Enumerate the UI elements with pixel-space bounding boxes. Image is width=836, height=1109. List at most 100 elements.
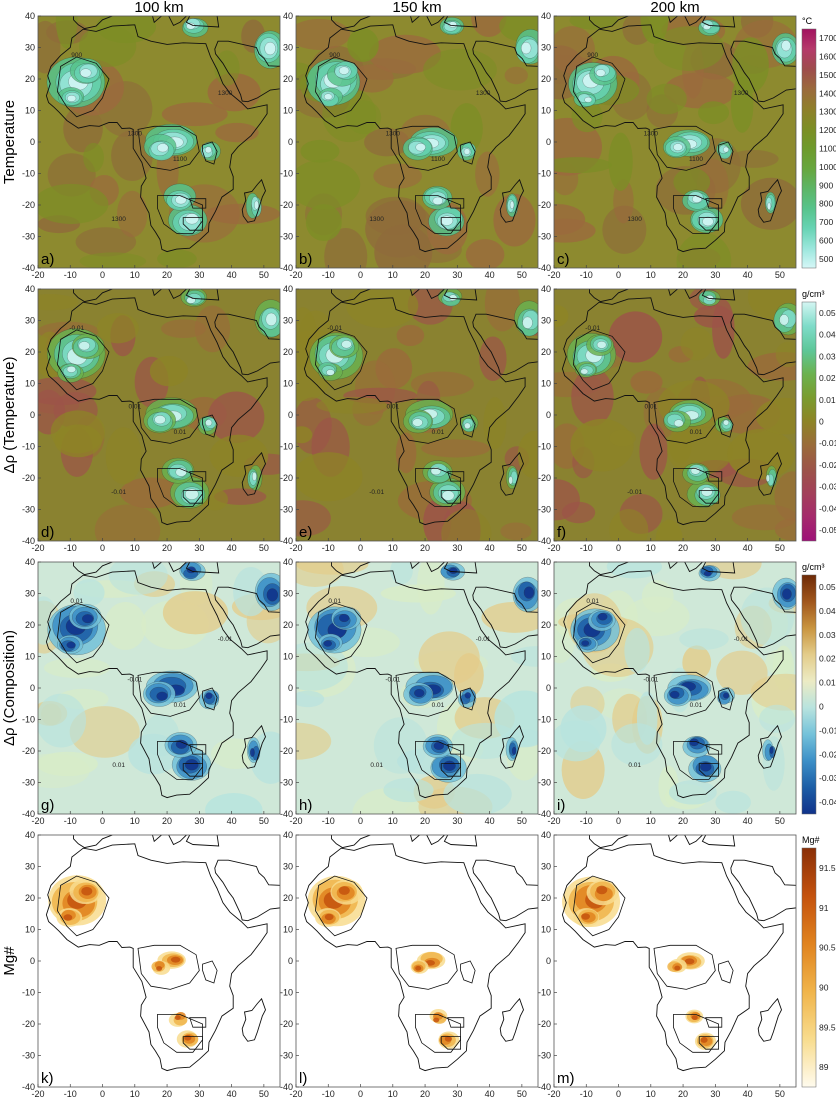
anomaly-contour <box>82 614 94 624</box>
coastline <box>73 289 113 303</box>
craton-outline <box>460 960 476 984</box>
y-tick-label: -20 <box>280 473 293 483</box>
field-patch <box>350 64 394 93</box>
y-tick-label: 30 <box>541 316 551 326</box>
craton-outline <box>137 671 200 717</box>
field-patch <box>500 522 532 540</box>
contour-label: -0.01 <box>127 677 142 684</box>
colorbar-4: Mg# 91.5 91 90.5 90 89.5 89 <box>801 835 836 1088</box>
coastline <box>426 16 478 28</box>
anomaly-contour <box>254 200 259 210</box>
x-tick-label: -20 <box>289 1089 302 1099</box>
x-tick-label: 50 <box>259 816 269 826</box>
y-tick-label: 10 <box>541 106 551 116</box>
y-tick-label: 30 <box>283 43 293 53</box>
row-title-3: Δρ (Composition) <box>1 630 18 746</box>
coastline <box>45 297 268 526</box>
field-patch <box>78 25 137 68</box>
field-patch <box>79 252 147 268</box>
y-tick-label: 30 <box>541 43 551 53</box>
craton-outline <box>415 741 461 780</box>
x-tick-label: 30 <box>194 816 204 826</box>
coastline <box>757 724 782 769</box>
field-patch <box>731 504 796 531</box>
colorbar-tick-label: -0.03 <box>819 773 836 783</box>
anomaly-contour <box>252 471 257 481</box>
row-title-4: Mg# <box>1 946 18 976</box>
field-patch <box>194 305 231 353</box>
y-tick-label: -40 <box>22 536 35 546</box>
colorbar-tick-label: 0 <box>819 701 824 711</box>
x-tick-label: 30 <box>194 543 204 553</box>
field-patch <box>640 16 669 44</box>
field-patch <box>300 139 340 163</box>
y-tick-label: 10 <box>25 106 35 116</box>
y-tick-label: 40 <box>283 830 293 840</box>
x-tick-label: 0 <box>100 270 105 280</box>
colorbar-unit: Mg# <box>802 835 820 845</box>
x-tick-label: 10 <box>388 1089 398 1099</box>
coastline <box>684 16 736 28</box>
field-patch <box>554 304 569 327</box>
contour-label: 1100 <box>689 156 703 163</box>
row-titles: Temperature Δρ (Temperature) Δρ (Compositi… <box>1 100 18 976</box>
y-tick-label: 0 <box>288 137 293 147</box>
colorbar-tick-label: -0.01 <box>819 438 836 448</box>
anomaly-contour <box>326 369 335 376</box>
x-tick-label: -10 <box>64 270 77 280</box>
anomaly-contour <box>66 641 76 649</box>
column-title-3: 200 km <box>650 0 699 16</box>
anomaly-contour <box>691 1015 698 1021</box>
field-patch <box>149 355 189 387</box>
field-patch <box>324 227 368 268</box>
colorbar-tick-label: 1400 <box>819 88 836 98</box>
coastline <box>73 562 113 576</box>
y-tick-label: -40 <box>538 263 551 273</box>
y-tick-label: -10 <box>538 988 551 998</box>
anomaly-contour <box>684 958 695 965</box>
contour-label: 0.01 <box>432 702 445 709</box>
coastline <box>45 570 268 799</box>
anomaly-contour <box>464 422 471 430</box>
colorbar-ramp <box>801 28 817 269</box>
y-tick-label: -10 <box>280 169 293 179</box>
craton-outline <box>157 741 203 780</box>
coastline <box>472 40 538 103</box>
craton-outline <box>673 195 719 234</box>
anomaly-contour <box>156 691 168 701</box>
field-patch <box>38 376 97 406</box>
x-tick-label: -20 <box>547 270 560 280</box>
panel-label: e) <box>299 524 312 541</box>
field-patch <box>162 591 229 635</box>
x-tick-label: 20 <box>420 1089 430 1099</box>
x-tick-label: 10 <box>388 543 398 553</box>
craton-outline <box>698 763 719 777</box>
x-tick-label: 30 <box>710 816 720 826</box>
craton-outline <box>189 471 207 482</box>
anomaly-contour <box>584 96 593 103</box>
field-patch <box>730 76 754 133</box>
coastline <box>667 16 679 24</box>
y-tick-label: -20 <box>22 746 35 756</box>
field-patch <box>624 627 650 674</box>
field-patch <box>157 249 197 268</box>
coastline <box>561 843 784 1072</box>
y-tick-label: -20 <box>538 473 551 483</box>
craton-outline <box>314 602 368 664</box>
field-patch <box>727 428 795 480</box>
field-patch <box>479 336 507 382</box>
colorbar-tick-label: 1700 <box>819 33 836 43</box>
anomaly-contour <box>723 419 730 426</box>
anomaly-contour <box>249 748 255 758</box>
map-panel-e: -0.01 0.01 0.01 -0.01 <box>296 289 538 541</box>
field-patch <box>728 149 779 168</box>
anomaly-contour <box>338 886 350 895</box>
x-tick-label: 20 <box>678 543 688 553</box>
column-title-2: 150 km <box>392 0 441 16</box>
field-patch <box>653 26 725 71</box>
panel-label: c) <box>557 251 570 268</box>
field-patch <box>55 16 78 49</box>
y-tick-label: 20 <box>25 620 35 630</box>
y-tick-label: 20 <box>25 347 35 357</box>
anomaly-contour <box>80 68 92 78</box>
